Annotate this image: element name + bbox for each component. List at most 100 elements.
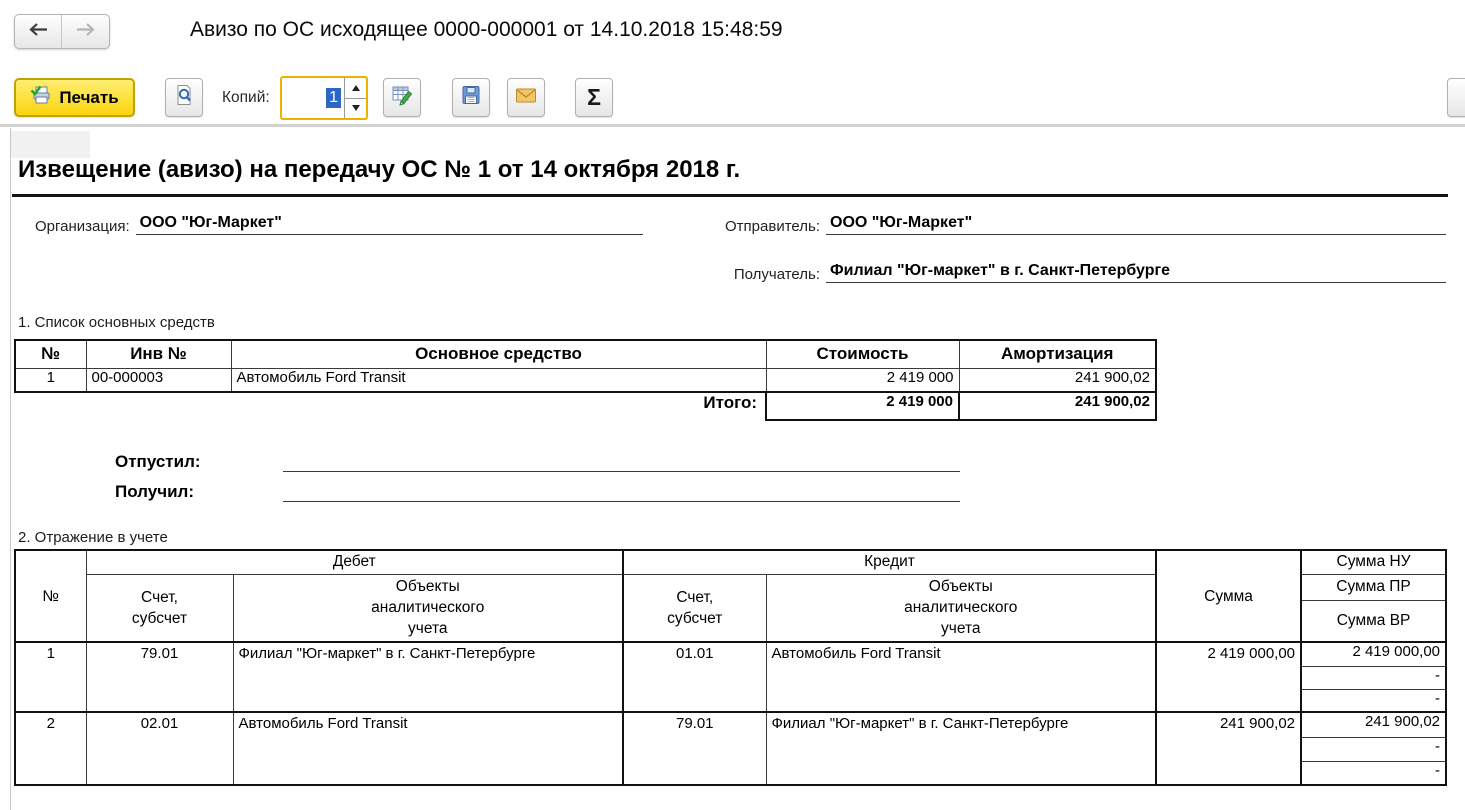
spinner-arrows — [344, 78, 366, 118]
received-by-label: Получил: — [115, 482, 194, 501]
col-header-num: № — [14, 339, 87, 369]
cell-credit-account: 79.01 — [622, 711, 767, 786]
cell-sum-nu: 2 419 000,00 — [1300, 641, 1448, 667]
cell-sum-vr: - — [1300, 688, 1448, 713]
table-row: 1 00-000003 Автомобиль Ford Transit 2 41… — [14, 367, 1157, 393]
col-header-asset: Основное средство — [230, 339, 767, 369]
col-header-debit-account: Счет, субсчет — [85, 573, 234, 643]
col-header-sum: Сумма — [1155, 549, 1302, 643]
table-row: 1 79.01 Филиал "Юг-маркет" в г. Санкт-Пе… — [14, 641, 1448, 713]
sum-button[interactable]: Σ — [575, 78, 613, 117]
sub-row: - — [15, 688, 1448, 713]
organization-value: ООО "Юг-Маркет" — [135, 214, 643, 235]
down-triangle-icon — [351, 105, 360, 112]
sender-value: ООО "Юг-Маркет" — [826, 214, 1446, 235]
print-button-label: Печать — [59, 87, 119, 107]
sigma-icon: Σ — [587, 84, 601, 110]
col-header-sum-pr: Сумма ПР — [1300, 573, 1448, 601]
up-triangle-icon — [351, 84, 360, 91]
sub-row: - — [15, 736, 1448, 762]
envelope-icon — [514, 84, 538, 111]
preview-button[interactable] — [165, 78, 203, 117]
col-header-credit: Кредит — [622, 549, 1157, 575]
forward-arrow-icon — [75, 22, 97, 42]
cell-sum: 241 900,02 — [1155, 711, 1302, 786]
col-header-cost: Стоимость — [765, 339, 960, 369]
total-cost: 2 419 000 — [765, 391, 960, 421]
cell-debit-object: Филиал "Юг-маркет" в г. Санкт-Петербурге — [232, 641, 624, 713]
col-header-num2: № — [14, 549, 87, 643]
spinner-down-button[interactable] — [345, 99, 366, 119]
selected-cell-highlight — [11, 131, 90, 158]
toolbar: Печать Копий: 1 — [0, 66, 1465, 127]
cell-num: 1 — [14, 367, 87, 393]
document-title: Извещение (авизо) на передачу ОС № 1 от … — [18, 156, 741, 183]
col-header-debit-objects: Объекты аналитического учета — [232, 573, 624, 643]
assets-table: № Инв № Основное средство Стоимость Амор… — [14, 339, 1157, 421]
received-by-signature-line — [283, 477, 960, 502]
cell-debit-object: Автомобиль Ford Transit — [232, 711, 624, 786]
totals-row: Итого: 2 419 000 241 900,02 — [15, 391, 1157, 421]
cell-sum-pr: - — [1300, 736, 1448, 762]
receiver-value: Филиал "Юг-маркет" в г. Санкт-Петербурге — [826, 262, 1446, 283]
cell-debit-account: 79.01 — [85, 641, 234, 713]
email-button[interactable] — [507, 78, 545, 117]
printer-icon — [30, 84, 52, 111]
forward-button[interactable] — [62, 15, 109, 48]
sender-field: Отправитель: ООО "Юг-Маркет" — [705, 214, 1446, 235]
page-setup-button[interactable] — [383, 78, 421, 117]
nav-button-group — [14, 14, 110, 49]
received-by-row: Получил: — [115, 477, 960, 502]
cell-sum: 2 419 000,00 — [1155, 641, 1302, 713]
col-header-sum-vr: Сумма ВР — [1300, 599, 1448, 643]
cell-num: 2 — [14, 711, 87, 786]
document-area: Извещение (авизо) на передачу ОС № 1 от … — [0, 128, 1465, 810]
save-button[interactable] — [452, 78, 490, 117]
spinner-up-button[interactable] — [345, 78, 366, 99]
section2-title: 2. Отражение в учете — [18, 529, 168, 546]
receiver-field: Получатель: Филиал "Юг-маркет" в г. Санк… — [705, 262, 1446, 283]
copies-spinner[interactable]: 1 — [280, 76, 368, 120]
section1-title: 1. Список основных средств — [18, 314, 215, 331]
cell-asset: Автомобиль Ford Transit — [230, 367, 767, 393]
back-button[interactable] — [15, 15, 62, 48]
sender-label: Отправитель: — [725, 218, 820, 235]
cell-inv: 00-000003 — [85, 367, 232, 393]
title-underline — [12, 194, 1448, 197]
cell-debit-account: 02.01 — [85, 711, 234, 786]
window-titlebar: Авизо по ОС исходящее 0000-000001 от 14.… — [0, 0, 1465, 66]
cell-sum-nu: 241 900,02 — [1300, 711, 1448, 738]
copies-input[interactable]: 1 — [282, 78, 344, 118]
cell-sum-pr: - — [1300, 665, 1448, 690]
cell-credit-object: Филиал "Юг-маркет" в г. Санкт-Петербурге — [765, 711, 1157, 786]
print-button[interactable]: Печать — [14, 78, 135, 117]
table-row: 2 02.01 Автомобиль Ford Transit 79.01 Фи… — [14, 711, 1448, 786]
col-header-amort: Амортизация — [958, 339, 1157, 369]
released-by-label: Отпустил: — [115, 452, 201, 471]
col-header-credit-account: Счет, субсчет — [622, 573, 767, 643]
copies-value[interactable]: 1 — [326, 88, 341, 108]
released-by-row: Отпустил: — [115, 447, 960, 472]
table-edit-icon — [391, 84, 413, 111]
col-header-debit: Дебет — [85, 549, 624, 575]
cell-credit-object: Автомобиль Ford Transit — [765, 641, 1157, 713]
receiver-label: Получатель: — [733, 266, 820, 283]
organization-field: Организация: ООО "Юг-Маркет" — [35, 214, 643, 235]
released-by-signature-line — [283, 447, 960, 472]
copies-label: Копий: — [222, 89, 270, 106]
cell-sum-vr: - — [1300, 760, 1448, 786]
cell-cost: 2 419 000 — [765, 367, 960, 393]
cell-amort: 241 900,02 — [958, 367, 1157, 393]
clipped-toolbar-button[interactable] — [1447, 78, 1465, 117]
cell-credit-account: 01.01 — [622, 641, 767, 713]
col-header-inv: Инв № — [85, 339, 232, 369]
total-amort: 241 900,02 — [958, 391, 1157, 421]
page-left-border — [10, 128, 11, 810]
col-header-credit-objects: Объекты аналитического учета — [765, 573, 1157, 643]
postings-table: № Дебет Кредит Сумма Сумма НУ Счет, субс… — [14, 549, 1448, 786]
total-label: Итого: — [703, 393, 757, 412]
floppy-disk-icon — [460, 84, 482, 111]
cell-num: 1 — [14, 641, 87, 713]
sub-row: - — [15, 760, 1448, 786]
col-header-sum-nu: Сумма НУ — [1300, 549, 1448, 575]
